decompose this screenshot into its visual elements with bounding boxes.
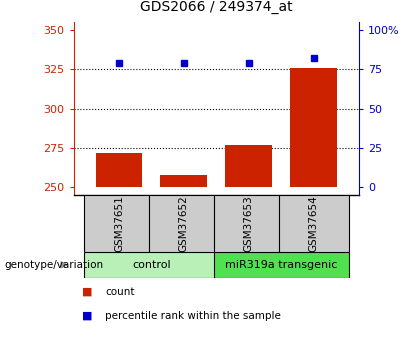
- Bar: [279, 195, 349, 252]
- Text: GSM37653: GSM37653: [244, 195, 254, 252]
- Bar: [214, 195, 284, 252]
- Bar: [84, 252, 219, 278]
- Text: GSM37654: GSM37654: [309, 195, 319, 252]
- Text: ■: ■: [82, 287, 92, 296]
- Text: GSM37651: GSM37651: [114, 195, 124, 252]
- Bar: [214, 252, 349, 278]
- Text: GSM37652: GSM37652: [179, 195, 189, 252]
- Bar: [84, 195, 154, 252]
- Text: miR319a transgenic: miR319a transgenic: [225, 260, 337, 270]
- Bar: [226, 145, 272, 187]
- Bar: [160, 175, 207, 187]
- Text: control: control: [132, 260, 171, 270]
- Text: genotype/variation: genotype/variation: [4, 260, 103, 270]
- Text: GDS2066 / 249374_at: GDS2066 / 249374_at: [140, 0, 293, 14]
- Bar: [290, 68, 337, 187]
- Bar: [149, 195, 219, 252]
- Text: ■: ■: [82, 311, 92, 321]
- Text: count: count: [105, 287, 134, 296]
- Bar: [96, 152, 142, 187]
- Text: percentile rank within the sample: percentile rank within the sample: [105, 311, 281, 321]
